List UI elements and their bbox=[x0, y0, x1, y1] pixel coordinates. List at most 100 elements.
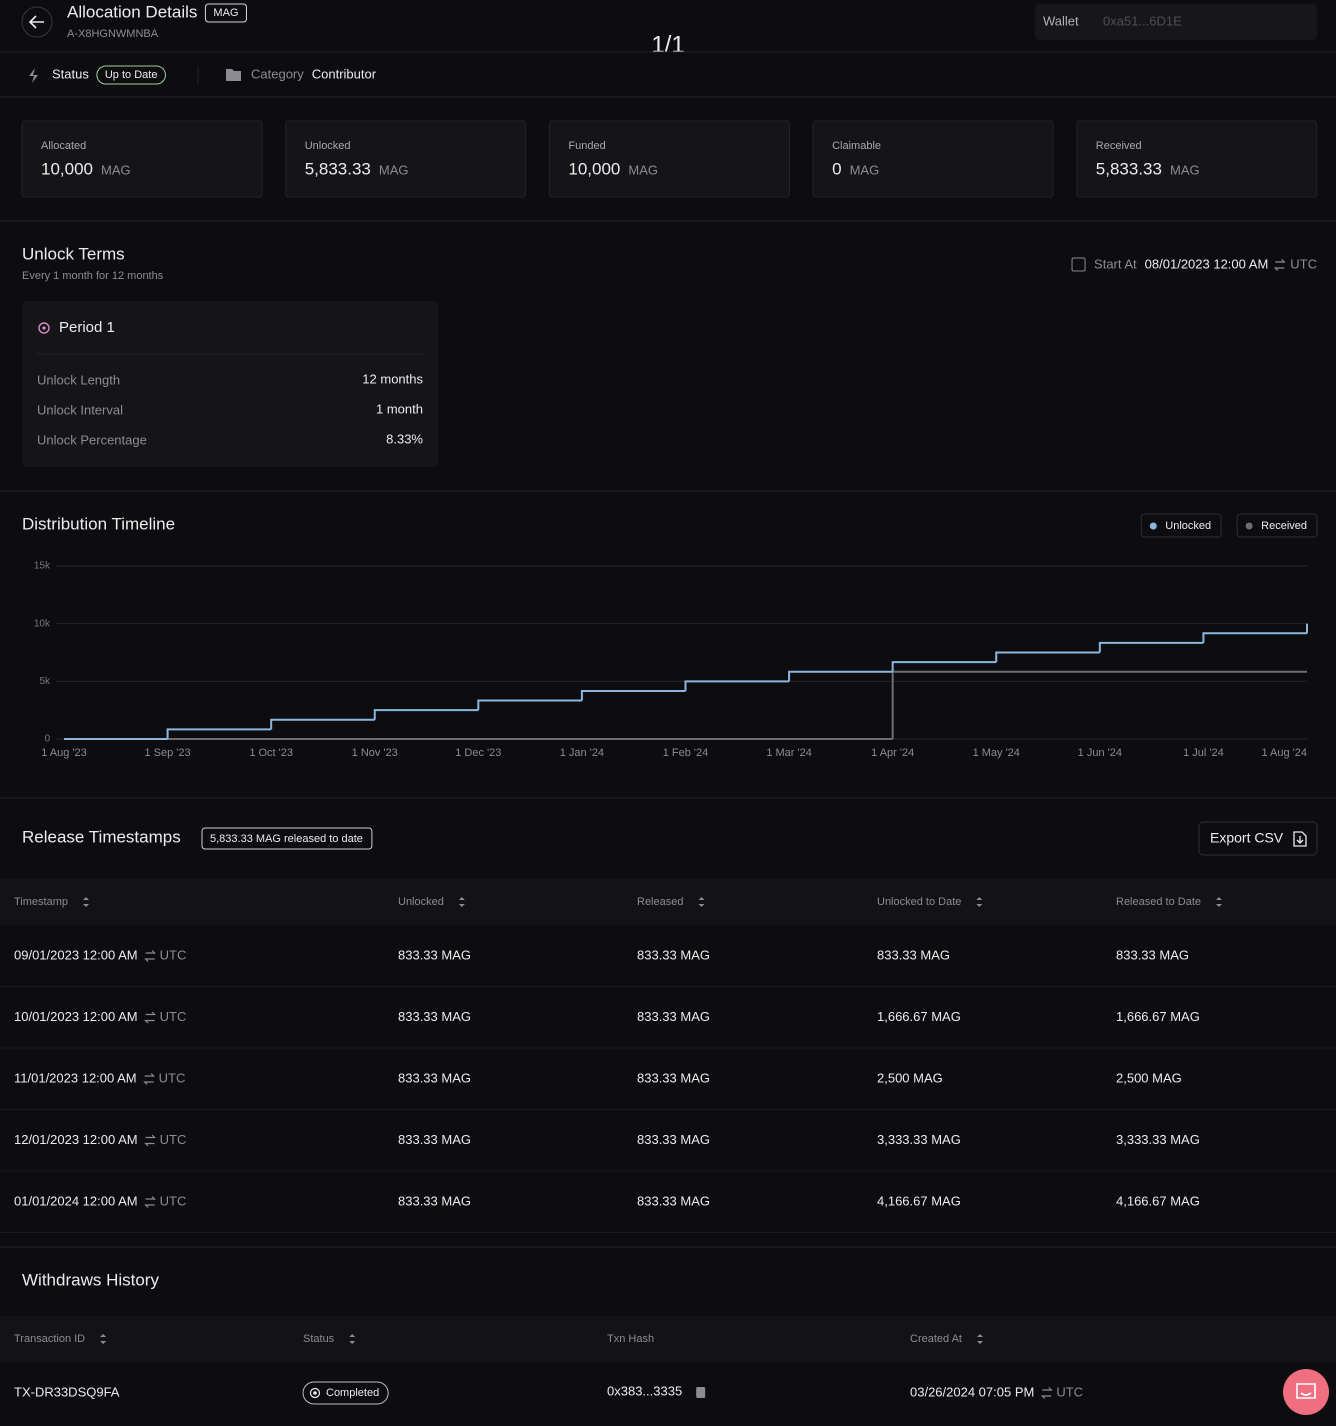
legend-chip[interactable] bbox=[1236, 513, 1318, 538]
x-tick-label: 1 Jul '24 bbox=[1183, 747, 1224, 759]
column-header: Status bbox=[303, 1333, 335, 1345]
sort-icon bbox=[976, 1334, 983, 1344]
cell-amount: 833.33 MAG bbox=[637, 947, 710, 962]
term-value: 12 months bbox=[362, 371, 423, 386]
sort-icon bbox=[349, 1334, 356, 1344]
chat-button[interactable] bbox=[1283, 1369, 1329, 1415]
x-tick-label: 1 Nov '23 bbox=[352, 747, 398, 759]
cell-amount: 3,333.33 MAG bbox=[1116, 1132, 1200, 1147]
line-step bbox=[166, 728, 272, 739]
status-pill bbox=[96, 65, 166, 85]
section-title: Release Timestamps bbox=[22, 827, 181, 846]
wallet-value: 0xa51...6D1E bbox=[1103, 13, 1182, 28]
cell-amount: 833.33 MAG bbox=[637, 1009, 710, 1024]
term-label: Unlock Length bbox=[37, 372, 120, 387]
cell-amount: 833.33 MAG bbox=[1116, 947, 1189, 962]
section-title: Withdraws History bbox=[22, 1270, 159, 1289]
legend-dot bbox=[1149, 522, 1157, 530]
wallet-label: Wallet bbox=[1043, 13, 1079, 28]
cell-timezone: UTC bbox=[160, 1009, 187, 1024]
cell-amount: 3,333.33 MAG bbox=[877, 1132, 961, 1147]
column-header: Unlocked to Date bbox=[877, 896, 961, 908]
stat-value: 10,000 bbox=[568, 159, 620, 178]
status-icon bbox=[309, 1387, 321, 1399]
x-tick-label: 1 May '24 bbox=[973, 747, 1020, 759]
cell-amount: 833.33 MAG bbox=[398, 947, 471, 962]
term-label: Unlock Interval bbox=[37, 402, 123, 417]
cell-timezone: UTC bbox=[160, 947, 187, 962]
cell-txn-id: TX-DR33DSQ9FA bbox=[14, 1384, 120, 1399]
stat-card bbox=[812, 120, 1054, 198]
x-tick-label: 1 Jan '24 bbox=[560, 747, 604, 759]
column-header: Released to Date bbox=[1116, 896, 1201, 908]
stat-label: Allocated bbox=[41, 140, 86, 152]
section-subtitle: Every 1 month for 12 months bbox=[22, 270, 164, 282]
cell-amount: 833.33 MAG bbox=[877, 947, 950, 962]
category-label: Category bbox=[251, 66, 304, 81]
stat-label: Funded bbox=[568, 140, 605, 152]
swap-icon bbox=[144, 1134, 157, 1147]
y-tick-label: 5k bbox=[39, 676, 51, 687]
status-label: Status bbox=[52, 66, 89, 81]
column-header: Released bbox=[637, 896, 683, 908]
stat-unit: MAG bbox=[379, 162, 409, 177]
start-label: Start At bbox=[1094, 256, 1137, 271]
cell-timezone: UTC bbox=[160, 1193, 187, 1208]
stat-value: 10,000 bbox=[41, 159, 93, 178]
line-step bbox=[995, 651, 1100, 663]
stat-value: 0 bbox=[832, 159, 841, 178]
allocation-id: A-X8HGNWMNBA bbox=[67, 28, 159, 40]
stat-card bbox=[21, 120, 263, 198]
legend-chip[interactable] bbox=[1140, 513, 1222, 538]
cell-amount: 833.33 MAG bbox=[398, 1132, 471, 1147]
bolt-icon bbox=[29, 68, 38, 83]
cell-amount: 833.33 MAG bbox=[398, 1193, 471, 1208]
released-badge-text: 5,833.33 MAG released to date bbox=[210, 833, 363, 845]
page-title: Allocation Details bbox=[67, 2, 197, 21]
line-step bbox=[891, 661, 997, 672]
swap-icon bbox=[143, 1073, 156, 1085]
stat-unit: MAG bbox=[850, 162, 880, 177]
x-tick-label: 1 Jun '24 bbox=[1078, 747, 1122, 759]
stat-card bbox=[1076, 120, 1318, 198]
x-tick-label: 1 Apr '24 bbox=[871, 747, 914, 759]
cell-timestamp: 11/01/2023 12:00 AM bbox=[14, 1070, 137, 1085]
cell-timestamp: 10/01/2023 12:00 AM bbox=[14, 1009, 138, 1024]
swap-icon bbox=[1040, 1387, 1053, 1399]
column-header: Timestamp bbox=[14, 896, 68, 908]
y-tick-label: 15k bbox=[34, 561, 51, 572]
sort-icon bbox=[976, 897, 983, 907]
stat-value: 5,833.33 bbox=[305, 159, 371, 178]
sort-icon bbox=[698, 897, 705, 907]
period-icon bbox=[38, 322, 50, 334]
column-header: Txn Hash bbox=[607, 1333, 654, 1345]
legend-dot bbox=[1245, 522, 1253, 530]
column-header: Unlocked bbox=[398, 896, 444, 908]
stat-label: Unlocked bbox=[305, 140, 351, 152]
back-button[interactable] bbox=[21, 6, 53, 38]
status-pill bbox=[302, 1381, 389, 1405]
stat-label: Claimable bbox=[832, 140, 881, 152]
column-header: Created At bbox=[910, 1333, 962, 1345]
cell-amount: 833.33 MAG bbox=[637, 1132, 710, 1147]
cell-timestamp: 12/01/2023 12:00 AM bbox=[14, 1132, 138, 1147]
section-title: Unlock Terms bbox=[22, 244, 125, 263]
legend-label: Unlocked bbox=[1165, 520, 1211, 532]
line-step bbox=[477, 699, 582, 711]
cell-hash: 0x383...3335 bbox=[607, 1383, 682, 1398]
period-title: Period 1 bbox=[59, 319, 115, 336]
x-tick-label: 1 Aug '24 bbox=[1261, 747, 1307, 759]
column-header: Transaction ID bbox=[14, 1333, 85, 1345]
swap-icon bbox=[1273, 259, 1286, 271]
chat-icon bbox=[1296, 1383, 1316, 1399]
export-button[interactable] bbox=[1198, 821, 1318, 856]
token-badge-text: MAG bbox=[213, 7, 238, 19]
cell-timezone: UTC bbox=[159, 1070, 186, 1085]
cell-amount: 1,666.67 MAG bbox=[1116, 1009, 1200, 1024]
page-indicator: 1/1 bbox=[651, 31, 684, 58]
cell-amount: 2,500 MAG bbox=[877, 1070, 943, 1085]
wallet-select[interactable] bbox=[1035, 4, 1317, 40]
export-icon bbox=[1293, 831, 1307, 847]
copy-icon[interactable] bbox=[696, 1387, 706, 1398]
table-header bbox=[0, 1316, 1336, 1362]
